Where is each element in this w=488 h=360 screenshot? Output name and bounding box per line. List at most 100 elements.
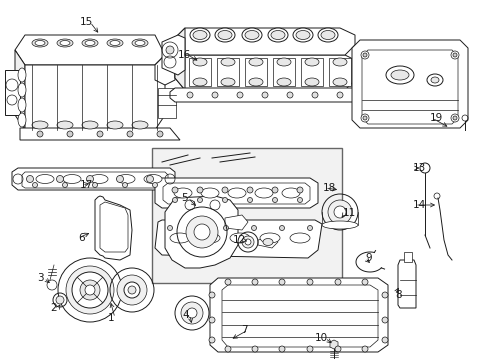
Ellipse shape [270, 31, 285, 40]
Polygon shape [209, 278, 387, 352]
Polygon shape [25, 55, 164, 130]
Circle shape [195, 225, 200, 230]
Polygon shape [329, 340, 337, 349]
Circle shape [157, 131, 163, 137]
Bar [301, 58, 323, 86]
Circle shape [244, 239, 250, 245]
Ellipse shape [107, 121, 123, 129]
Circle shape [361, 346, 367, 352]
Circle shape [197, 187, 203, 193]
Polygon shape [175, 48, 184, 90]
Polygon shape [100, 202, 128, 252]
Circle shape [152, 183, 157, 188]
Circle shape [334, 279, 340, 285]
Bar [217, 58, 239, 86]
Polygon shape [12, 168, 175, 190]
Ellipse shape [320, 31, 334, 40]
Text: 10: 10 [314, 333, 327, 343]
Ellipse shape [170, 233, 190, 243]
Text: 3: 3 [37, 273, 43, 283]
Circle shape [128, 286, 136, 294]
Circle shape [452, 53, 456, 57]
Circle shape [237, 92, 243, 98]
Bar [244, 58, 266, 86]
Circle shape [208, 337, 215, 343]
Circle shape [181, 302, 203, 324]
Circle shape [185, 216, 218, 248]
Ellipse shape [221, 58, 235, 66]
Polygon shape [224, 215, 247, 230]
Ellipse shape [282, 188, 299, 198]
Ellipse shape [18, 98, 26, 112]
Ellipse shape [289, 233, 309, 243]
Polygon shape [155, 220, 321, 258]
Ellipse shape [82, 39, 98, 47]
Ellipse shape [85, 40, 95, 45]
Circle shape [262, 92, 267, 98]
Circle shape [296, 187, 303, 193]
Circle shape [57, 175, 63, 183]
Text: 7: 7 [240, 325, 247, 335]
Circle shape [37, 131, 43, 137]
Circle shape [279, 346, 285, 352]
Text: 6: 6 [79, 233, 85, 243]
Ellipse shape [332, 78, 346, 86]
Text: 5: 5 [181, 193, 187, 203]
Ellipse shape [215, 28, 235, 42]
Circle shape [222, 198, 227, 202]
Circle shape [360, 114, 368, 122]
Circle shape [381, 292, 387, 298]
Ellipse shape [276, 58, 290, 66]
Circle shape [286, 92, 292, 98]
Ellipse shape [18, 68, 26, 82]
Circle shape [186, 308, 197, 318]
Ellipse shape [201, 188, 219, 198]
Circle shape [251, 225, 256, 230]
Ellipse shape [248, 58, 263, 66]
Circle shape [167, 225, 172, 230]
Circle shape [124, 282, 140, 298]
Circle shape [311, 92, 317, 98]
Ellipse shape [132, 121, 148, 129]
Ellipse shape [18, 113, 26, 127]
Ellipse shape [60, 40, 70, 45]
Ellipse shape [321, 221, 357, 229]
Ellipse shape [276, 78, 290, 86]
Circle shape [306, 346, 312, 352]
Circle shape [450, 114, 458, 122]
Circle shape [80, 280, 100, 300]
Ellipse shape [332, 58, 346, 66]
Ellipse shape [35, 40, 45, 45]
Circle shape [208, 317, 215, 323]
Circle shape [247, 198, 252, 202]
Text: 12: 12 [232, 235, 245, 245]
Polygon shape [164, 196, 238, 268]
Ellipse shape [18, 83, 26, 97]
Ellipse shape [57, 39, 73, 47]
Circle shape [361, 279, 367, 285]
Circle shape [251, 279, 258, 285]
Circle shape [165, 46, 174, 54]
Circle shape [381, 317, 387, 323]
Text: 4: 4 [183, 310, 189, 320]
Circle shape [86, 175, 93, 183]
Text: 9: 9 [365, 253, 371, 263]
Ellipse shape [107, 39, 123, 47]
Ellipse shape [221, 78, 235, 86]
Text: 15: 15 [79, 17, 92, 27]
Ellipse shape [218, 31, 231, 40]
Circle shape [146, 175, 153, 183]
Circle shape [279, 279, 285, 285]
Polygon shape [361, 50, 457, 124]
Ellipse shape [143, 175, 162, 184]
Ellipse shape [82, 121, 98, 129]
Circle shape [127, 131, 133, 137]
Circle shape [362, 53, 366, 57]
Circle shape [333, 206, 346, 218]
Circle shape [297, 198, 302, 202]
Polygon shape [397, 260, 415, 308]
Polygon shape [222, 285, 377, 347]
Circle shape [327, 200, 351, 224]
Polygon shape [15, 35, 164, 65]
Polygon shape [175, 55, 359, 90]
